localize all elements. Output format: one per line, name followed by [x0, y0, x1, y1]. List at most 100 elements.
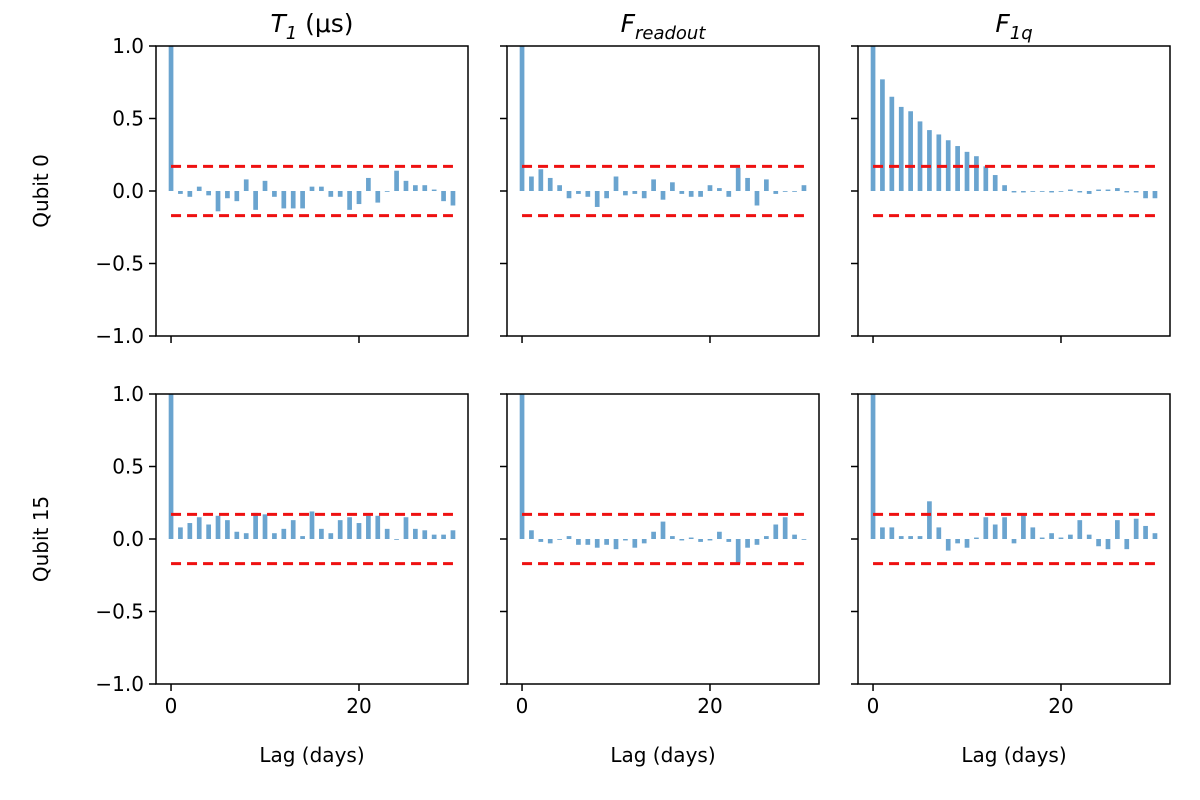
acf-bar: [1039, 191, 1045, 192]
x-tick-label: 20: [697, 694, 722, 718]
acf-bar: [1143, 191, 1148, 199]
acf-bar: [1077, 520, 1083, 539]
acf-bar: [196, 517, 202, 539]
acf-bar: [1124, 191, 1130, 193]
acf-bar: [880, 527, 885, 539]
acf-bar: [272, 533, 277, 539]
acf-bar: [1049, 533, 1054, 539]
acf-bar: [773, 524, 779, 539]
acf-bar: [927, 130, 932, 191]
title-subscript: 1q: [1010, 23, 1033, 44]
acf-bar: [955, 539, 960, 544]
acf-bar: [792, 534, 797, 539]
acf-bar: [745, 177, 750, 191]
acf-bar: [992, 175, 998, 191]
acf-bar: [1096, 189, 1101, 191]
acf-bar: [196, 186, 202, 191]
acf-bar: [945, 539, 951, 551]
acf-bar: [319, 186, 324, 191]
acf-bar: [576, 539, 581, 545]
y-tick-label: 0.5: [112, 455, 144, 479]
acf-bar: [936, 527, 942, 539]
acf-bar: [898, 106, 904, 191]
acf-bar: [187, 523, 193, 539]
plot-area: [870, 394, 1158, 566]
acf-bar: [168, 394, 174, 539]
acf-bar: [290, 520, 296, 539]
acf-bar: [992, 524, 998, 539]
acf-bar: [347, 191, 352, 210]
y-tick-label: 0.5: [112, 107, 144, 131]
acf-bar: [300, 191, 305, 209]
plot-area: [870, 46, 1158, 218]
acf-bar: [356, 523, 362, 539]
acf-bar: [557, 185, 562, 191]
acf-bar: [670, 536, 675, 539]
title-subscript: readout: [635, 23, 706, 44]
acf-bar: [366, 515, 371, 539]
x-axis-labels: Lag (days) Lag (days) Lag (days): [259, 743, 1066, 767]
acf-bar: [1021, 191, 1026, 193]
x-axis-label: Lag (days): [259, 743, 364, 767]
acf-bar: [945, 140, 951, 191]
acf-bar: [281, 191, 287, 209]
acf-bar: [422, 530, 428, 539]
acf-bar: [413, 528, 418, 539]
acf-bar: [253, 512, 258, 539]
acf-bar: [538, 169, 544, 191]
column-title: F1q: [995, 9, 1032, 44]
acf-bar: [1021, 514, 1026, 539]
acf-bar: [262, 180, 268, 191]
acf-bar: [745, 539, 750, 548]
acf-bar: [215, 191, 221, 212]
acf-bar: [651, 179, 656, 191]
acf-bar: [1124, 539, 1130, 550]
acf-bar: [328, 191, 334, 197]
acf-bar: [974, 156, 979, 191]
y-tick-label: −1.0: [95, 672, 144, 696]
acf-bar: [225, 191, 230, 199]
acf-bar: [679, 539, 685, 541]
acf-bar: [660, 521, 666, 539]
acf-bar: [908, 111, 913, 191]
acf-bar: [300, 536, 305, 539]
panel-r1-c1: 0 20: [500, 393, 820, 718]
acf-bar: [870, 46, 876, 191]
panel-r0-c0: 1.0 0.5 0.0 −0.5 −1.0: [95, 34, 469, 348]
x-axis-label: Lag (days): [961, 743, 1066, 767]
plot-area: [168, 46, 456, 218]
acf-bar: [1002, 517, 1007, 539]
acf-bar: [337, 191, 343, 197]
acf-bar: [717, 531, 722, 539]
acf-bar: [917, 536, 923, 539]
acf-bar: [792, 191, 797, 192]
panel-r0-c1: [500, 45, 820, 343]
x-tick-label: 20: [1048, 694, 1073, 718]
acf-bar: [243, 533, 249, 539]
acf-bar: [178, 527, 183, 539]
acf-bar: [670, 182, 675, 191]
acf-bar: [1077, 191, 1083, 193]
acf-bar: [585, 539, 591, 545]
acf-bar: [1086, 191, 1092, 194]
row-labels: Qubit 0 Qubit 15: [29, 154, 53, 582]
acf-bar: [450, 191, 456, 206]
acf-bar: [547, 539, 553, 544]
acf-bar: [898, 536, 904, 539]
panel-r0-c2: [851, 45, 1171, 343]
acf-bar: [529, 530, 534, 539]
title-symbol: F: [621, 9, 636, 38]
acf-bar: [764, 536, 769, 539]
acf-bar: [337, 520, 343, 539]
acf-bar: [870, 394, 876, 539]
acf-bar: [403, 180, 409, 191]
acf-bar: [441, 534, 446, 539]
row-label: Qubit 15: [29, 496, 53, 582]
title-unit: (μs): [297, 9, 353, 38]
title-subscript: 1: [286, 23, 297, 44]
y-tick-label: −0.5: [95, 600, 144, 624]
acf-bar: [547, 177, 553, 191]
row-label: Qubit 0: [29, 154, 53, 228]
acf-bar: [773, 191, 779, 194]
acf-bar: [1030, 191, 1036, 192]
